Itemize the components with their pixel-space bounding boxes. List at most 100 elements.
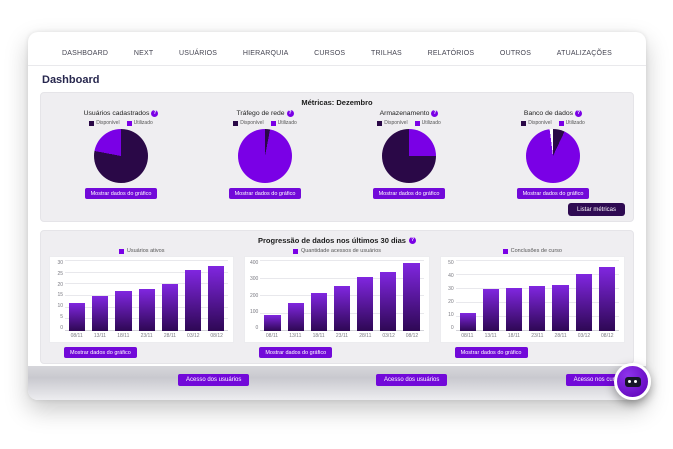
legend-swatch: [414, 120, 420, 126]
show-chart-data-button[interactable]: Mostrar dados do gráfico: [516, 188, 590, 199]
bar-chart-card: Conclusões de curso 50 40 30 20 10 0 08/11 13/…: [439, 248, 625, 358]
bar[interactable]: [115, 291, 132, 331]
chart-legend-label: Quantidade acessos de usuários: [300, 248, 382, 254]
bar[interactable]: [184, 270, 202, 331]
chat-widget-button[interactable]: [614, 363, 651, 400]
x-axis-labels: 08/11 13/11 18/11 23/11 28/11 03/12 08/12: [265, 333, 419, 339]
plot-area: [455, 260, 619, 331]
metric-title: Armazenamento ?: [380, 110, 439, 117]
legend-label: Disponível: [96, 120, 120, 126]
progression-title-text: Progressão de dados nos últimos 30 dias: [258, 236, 406, 245]
metric-title-text: Usuários cadastrados: [83, 110, 150, 117]
pie-chart[interactable]: [238, 129, 292, 183]
bar[interactable]: [598, 266, 615, 331]
user-access-button[interactable]: Acesso dos usuários: [178, 374, 250, 386]
pie-legend: Disponível Utilizado: [89, 120, 153, 126]
bar[interactable]: [552, 284, 569, 331]
pie-legend: Disponível Utilizado: [233, 120, 297, 126]
bar[interactable]: [357, 276, 374, 331]
pie-legend: Disponível Utilizado: [377, 120, 441, 126]
help-icon[interactable]: ?: [431, 110, 439, 117]
legend-item-utilizado[interactable]: Utilizado: [414, 120, 441, 126]
show-chart-data-button[interactable]: Mostrar dados do gráfico: [372, 188, 446, 199]
nav-item-relatorios[interactable]: RELATÓRIOS: [427, 50, 475, 57]
bar[interactable]: [380, 271, 397, 331]
footer-band: Acesso dos usuários Acesso dos usuários …: [28, 366, 646, 400]
legend-swatch: [126, 120, 132, 126]
bar[interactable]: [529, 286, 546, 331]
help-icon[interactable]: ?: [408, 237, 416, 244]
nav-item-outros[interactable]: OUTROS: [499, 50, 532, 57]
top-nav: DASHBOARD NEXT USUÁRIOS HIERARQUIA CURSO…: [28, 42, 646, 66]
legend-item-utilizado[interactable]: Utilizado: [270, 120, 297, 126]
bar[interactable]: [287, 303, 304, 331]
metric-title-text: Tráfego de rede: [236, 110, 285, 117]
bar[interactable]: [264, 315, 281, 331]
bar[interactable]: [138, 289, 155, 331]
app-window: DASHBOARD NEXT USUÁRIOS HIERARQUIA CURSO…: [28, 32, 646, 400]
bar[interactable]: [92, 296, 109, 331]
bar[interactable]: [161, 284, 178, 331]
metric-title: Banco de dados ?: [524, 110, 583, 117]
metric-title: Usuários cadastrados ?: [84, 110, 159, 117]
show-chart-data-button[interactable]: Mostrar dados do gráfico: [228, 188, 302, 199]
bar[interactable]: [403, 262, 420, 331]
help-icon[interactable]: ?: [151, 110, 159, 117]
nav-item-usuarios[interactable]: USUÁRIOS: [179, 50, 218, 57]
bar-chart[interactable]: 30 25 20 15 10 5 0 08/11 13/11 18/11 23/11 28/11 03…: [49, 256, 235, 343]
help-icon[interactable]: ?: [575, 110, 583, 117]
legend-swatch: [270, 120, 276, 126]
metrics-title-text: Métricas: Dezembro: [301, 98, 373, 107]
show-chart-data-button[interactable]: Mostrar dados do gráfico: [259, 347, 333, 358]
bar[interactable]: [208, 265, 225, 331]
chart-legend[interactable]: Conclusões de curso: [440, 248, 625, 254]
plot-area: [260, 260, 424, 331]
legend-item-disponivel[interactable]: Disponível: [377, 120, 408, 126]
legend-swatch: [558, 120, 564, 126]
bar[interactable]: [459, 312, 476, 331]
user-access-button[interactable]: Acesso dos usuários: [376, 374, 448, 386]
show-chart-data-button[interactable]: Mostrar dados do gráfico: [84, 188, 158, 199]
x-axis-labels: 08/11 13/11 18/11 23/11 28/11 03/12 08/12: [461, 333, 614, 339]
nav-item-dashboard[interactable]: DASHBOARD: [62, 50, 109, 57]
nav-item-hierarquia[interactable]: HIERARQUIA: [242, 50, 289, 57]
legend-swatch: [89, 120, 95, 126]
list-metrics-button[interactable]: Listar métricas: [567, 203, 625, 216]
show-chart-data-button[interactable]: Mostrar dados do gráfico: [454, 347, 528, 358]
bar[interactable]: [506, 287, 523, 331]
legend-item-utilizado[interactable]: Utilizado: [126, 120, 153, 126]
chart-legend[interactable]: Quantidade acessos de usuários: [244, 248, 429, 254]
legend-item-disponivel[interactable]: Disponível: [233, 120, 264, 126]
nav-item-cursos[interactable]: CURSOS: [314, 50, 346, 57]
pie-chart[interactable]: [94, 129, 148, 183]
legend-item-disponivel[interactable]: Disponível: [89, 120, 120, 126]
robot-eye: [628, 380, 631, 383]
help-icon[interactable]: ?: [286, 110, 294, 117]
bar[interactable]: [310, 292, 327, 331]
pie-chart[interactable]: [382, 129, 436, 183]
legend-item-utilizado[interactable]: Utilizado: [558, 120, 585, 126]
y-axis-labels: 30 25 20 15 10 5 0: [57, 260, 63, 331]
show-chart-data-button[interactable]: Mostrar dados do gráfico: [64, 347, 137, 358]
bar[interactable]: [69, 303, 86, 331]
legend-label: Utilizado: [277, 120, 297, 126]
legend-swatch: [292, 248, 298, 254]
metric-card: Banco de dados ? Disponível Utilizado Mo…: [481, 110, 625, 199]
bar-chart-card: Quantidade acessos de usuários 400 300 200…: [244, 248, 430, 358]
bar-chart[interactable]: 400 300 200 100 0 08/11 13/11 18/11 23/11 28/11 0…: [244, 256, 430, 343]
bar-chart[interactable]: 50 40 30 20 10 0 08/11 13/11 18/11 23/11 28/11 03/…: [439, 256, 625, 343]
pie-chart[interactable]: [526, 129, 580, 183]
legend-swatch: [521, 120, 527, 126]
legend-label: Disponível: [528, 120, 552, 126]
legend-swatch: [233, 120, 239, 126]
legend-swatch: [118, 248, 124, 254]
nav-item-next[interactable]: NEXT: [133, 50, 154, 57]
chart-legend[interactable]: Usuários ativos: [49, 248, 234, 254]
nav-item-atualizacoes[interactable]: ATUALIZAÇÕES: [556, 50, 612, 57]
bar[interactable]: [333, 285, 351, 331]
nav-item-trilhas[interactable]: TRILHAS: [370, 50, 402, 57]
legend-label: Utilizado: [565, 120, 585, 126]
legend-item-disponivel[interactable]: Disponível: [521, 120, 552, 126]
bar[interactable]: [482, 289, 500, 331]
bar[interactable]: [575, 273, 592, 331]
